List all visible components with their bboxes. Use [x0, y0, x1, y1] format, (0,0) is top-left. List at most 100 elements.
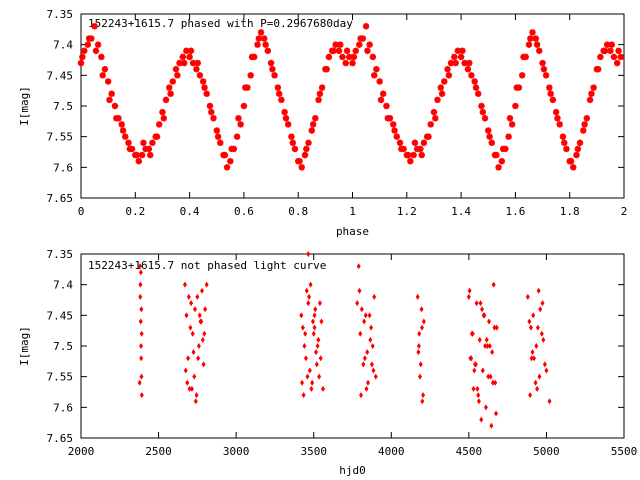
y-tick-label: 7.6: [53, 401, 73, 414]
data-point: [533, 379, 538, 386]
data-point: [118, 121, 125, 128]
y-tick-label: 7.45: [47, 309, 74, 322]
data-point: [137, 379, 142, 386]
data-point: [147, 151, 154, 159]
x-tick-label: 0.8: [288, 205, 308, 218]
data-point: [278, 96, 285, 104]
data-point: [210, 115, 217, 122]
data-point: [617, 53, 624, 61]
x-tick-label: 0: [78, 205, 85, 218]
data-point: [193, 306, 198, 313]
data-point: [478, 300, 483, 307]
data-point: [312, 324, 317, 331]
data-point: [610, 53, 618, 61]
data-point: [316, 90, 324, 97]
data-point: [126, 145, 134, 153]
x-tick-label: 3000: [223, 445, 250, 458]
data-point: [303, 330, 308, 337]
data-point: [255, 35, 263, 42]
data-point: [305, 373, 310, 380]
data-point: [494, 324, 499, 331]
data-point: [104, 78, 112, 85]
data-point: [471, 78, 478, 85]
data-point: [474, 300, 479, 307]
data-point: [529, 29, 536, 36]
data-point: [559, 133, 567, 140]
data-point: [383, 102, 390, 110]
data-point: [527, 318, 532, 325]
data-point: [614, 59, 621, 67]
data-point: [352, 47, 359, 54]
data-point: [299, 312, 304, 319]
data-point: [417, 145, 424, 153]
data-point: [303, 355, 308, 362]
data-point: [417, 330, 422, 337]
y-tick-label: 7.35: [47, 8, 74, 21]
data-point: [362, 23, 370, 30]
y-tick-label: 7.55: [47, 371, 74, 384]
data-point: [190, 330, 195, 337]
x-tick-label: 1.8: [560, 205, 580, 218]
data-point: [359, 392, 364, 399]
data-point: [488, 373, 493, 380]
data-point: [195, 293, 200, 300]
data-point: [196, 343, 201, 349]
data-point: [213, 127, 220, 134]
data-point: [518, 72, 526, 79]
data-point: [267, 59, 275, 67]
data-point: [180, 59, 188, 67]
data-point: [361, 361, 366, 368]
data-point: [193, 398, 198, 405]
data-point: [393, 133, 400, 140]
data-point: [540, 66, 548, 73]
data-point: [483, 343, 488, 349]
data-point: [314, 361, 319, 368]
data-point: [301, 392, 306, 399]
data-point: [349, 59, 356, 67]
data-point: [305, 139, 312, 146]
data-point: [254, 41, 261, 48]
data-point: [487, 343, 492, 349]
data-point: [490, 349, 495, 356]
x-tick-label: 0.6: [234, 205, 254, 218]
data-point: [99, 72, 106, 79]
data-point: [438, 90, 446, 97]
data-point: [307, 293, 312, 300]
data-point: [139, 373, 144, 380]
data-point: [561, 139, 568, 146]
data-point: [475, 90, 482, 97]
data-point: [330, 47, 337, 54]
data-point: [262, 41, 269, 48]
data-point: [372, 293, 377, 300]
data-point: [464, 66, 472, 73]
data-point: [298, 164, 305, 171]
data-point: [221, 151, 229, 159]
data-point: [376, 78, 383, 85]
data-point: [125, 139, 132, 146]
x-axis-label-phased: phase: [336, 225, 369, 238]
data-point: [476, 398, 481, 405]
data-point: [542, 361, 547, 368]
data-point: [390, 121, 397, 128]
x-axis-label-unphased: hjd0: [339, 464, 366, 477]
data-point: [98, 53, 105, 61]
data-point: [485, 127, 492, 134]
data-point: [368, 336, 373, 343]
data-point: [590, 84, 597, 91]
data-point: [275, 90, 283, 97]
data-point: [325, 53, 333, 61]
data-point: [544, 367, 549, 374]
data-point: [541, 336, 546, 343]
data-point: [396, 139, 404, 146]
data-point: [274, 84, 282, 91]
data-point: [183, 47, 190, 54]
data-point: [139, 392, 144, 399]
data-point: [583, 115, 591, 122]
data-point: [537, 373, 542, 380]
data-point: [491, 281, 496, 288]
data-point: [264, 47, 271, 54]
data-point: [478, 102, 485, 110]
data-point: [420, 398, 425, 405]
data-point: [343, 47, 351, 54]
data-point: [489, 422, 494, 429]
